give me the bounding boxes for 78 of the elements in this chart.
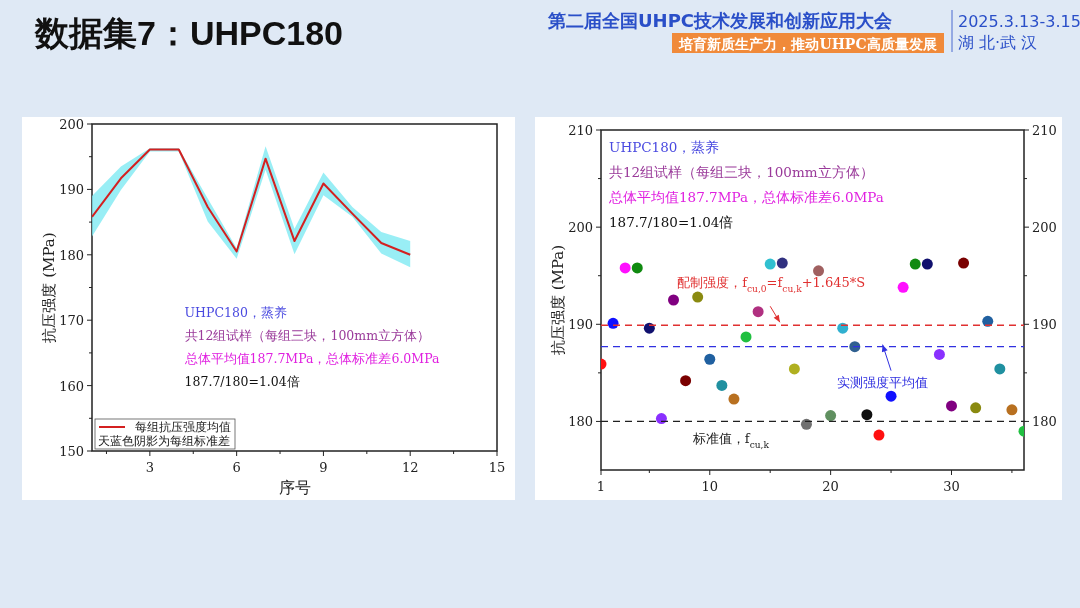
point [945,400,957,412]
chart-title: 数据集7：UHPC180 [34,14,343,52]
point [776,257,788,269]
y-tick-label: 180 [59,247,84,263]
y-tick-label: 200 [568,220,593,236]
y-tick-label: 150 [59,444,84,459]
y-tick-label: 200 [59,117,84,132]
x-tick-label: 10 [701,479,719,494]
x-tick-label: 1 [596,479,606,494]
point [909,258,921,270]
y-tick-label: 190 [59,182,84,198]
x-tick-label: 30 [943,479,960,494]
point [800,418,812,430]
point [788,363,800,375]
x-axis-title: 序号 [278,478,311,497]
annotation: 天蓝色阴影为每组标准差 [98,434,230,448]
point [813,265,825,277]
point [921,258,933,270]
point [764,258,776,270]
ref-line-label: 配制强度，f$_{cu,0}$=f$_{cu,k}$+1.645*S [677,275,866,295]
y2-tick-label: 200 [1032,220,1057,236]
text: 2025.3.13-3.15 [958,12,1080,31]
annotation: 共12组试样（每组三块，100mm立方体） [184,327,431,343]
y-tick-label: 190 [568,317,593,333]
y-tick-label: 180 [568,414,593,430]
x-tick-label: 12 [401,460,419,475]
legend-label: 每组抗压强度均值 [135,420,231,434]
annotation: 187.7/180=1.04倍 [609,214,734,230]
annotation: 共12组试样（每组三块，100mm立方体） [609,164,874,180]
point [728,393,740,405]
point [643,322,655,334]
point [970,402,982,414]
text: 湖 北·武 汉 [958,33,1038,52]
point [704,353,716,365]
annotation: 187.7/180=1.04倍 [184,373,300,389]
point [740,331,752,343]
annotation: 总体平均值187.7MPa，总体标准差6.0MPa [183,350,440,366]
point [619,262,631,274]
point [982,315,994,327]
point [849,341,861,353]
annotation: UHPC180，蒸养 [184,304,287,320]
y-axis-title: 抗压强度 (MPa) [40,232,58,343]
point [668,294,680,306]
point [1006,404,1018,416]
ref-line-label: 标准值，f$_{cu,k}$ [691,431,770,451]
point [607,317,619,329]
y2-tick-label: 210 [1032,123,1057,138]
point [825,410,837,422]
point [897,281,909,293]
x-tick-label: 3 [145,460,154,475]
point [680,375,692,387]
y-tick-label: 160 [59,378,84,394]
x-tick-label: 9 [319,460,328,475]
y2-tick-label: 180 [1032,414,1057,430]
y2-tick-label: 190 [1032,317,1057,333]
point [873,429,885,441]
x-tick-label: 20 [822,479,839,494]
x-tick-label: 15 [488,460,506,475]
point [933,348,945,360]
point [837,322,849,334]
y-tick-label: 210 [568,123,593,138]
y-tick-label: 170 [59,313,84,329]
text: 第二届全国UHPC技术发展和创新应用大会 [547,10,894,31]
point [631,262,643,274]
point [994,363,1006,375]
point [655,413,667,425]
point [885,390,897,402]
point [692,291,704,303]
x-tick-label: 6 [232,460,241,475]
y-axis-title: 抗压强度 (MPa) [549,244,567,356]
point [958,257,970,269]
text: 培育新质生产力，推动UHPC高质量发展 [678,36,937,52]
point [861,409,873,421]
point [752,306,764,318]
point [716,379,728,391]
legend-label: 实测强度平均值 [836,374,928,390]
annotation: UHPC180，蒸养 [609,139,720,155]
annotation: 总体平均值187.7MPa，总体标准差6.0MPa [608,189,884,205]
